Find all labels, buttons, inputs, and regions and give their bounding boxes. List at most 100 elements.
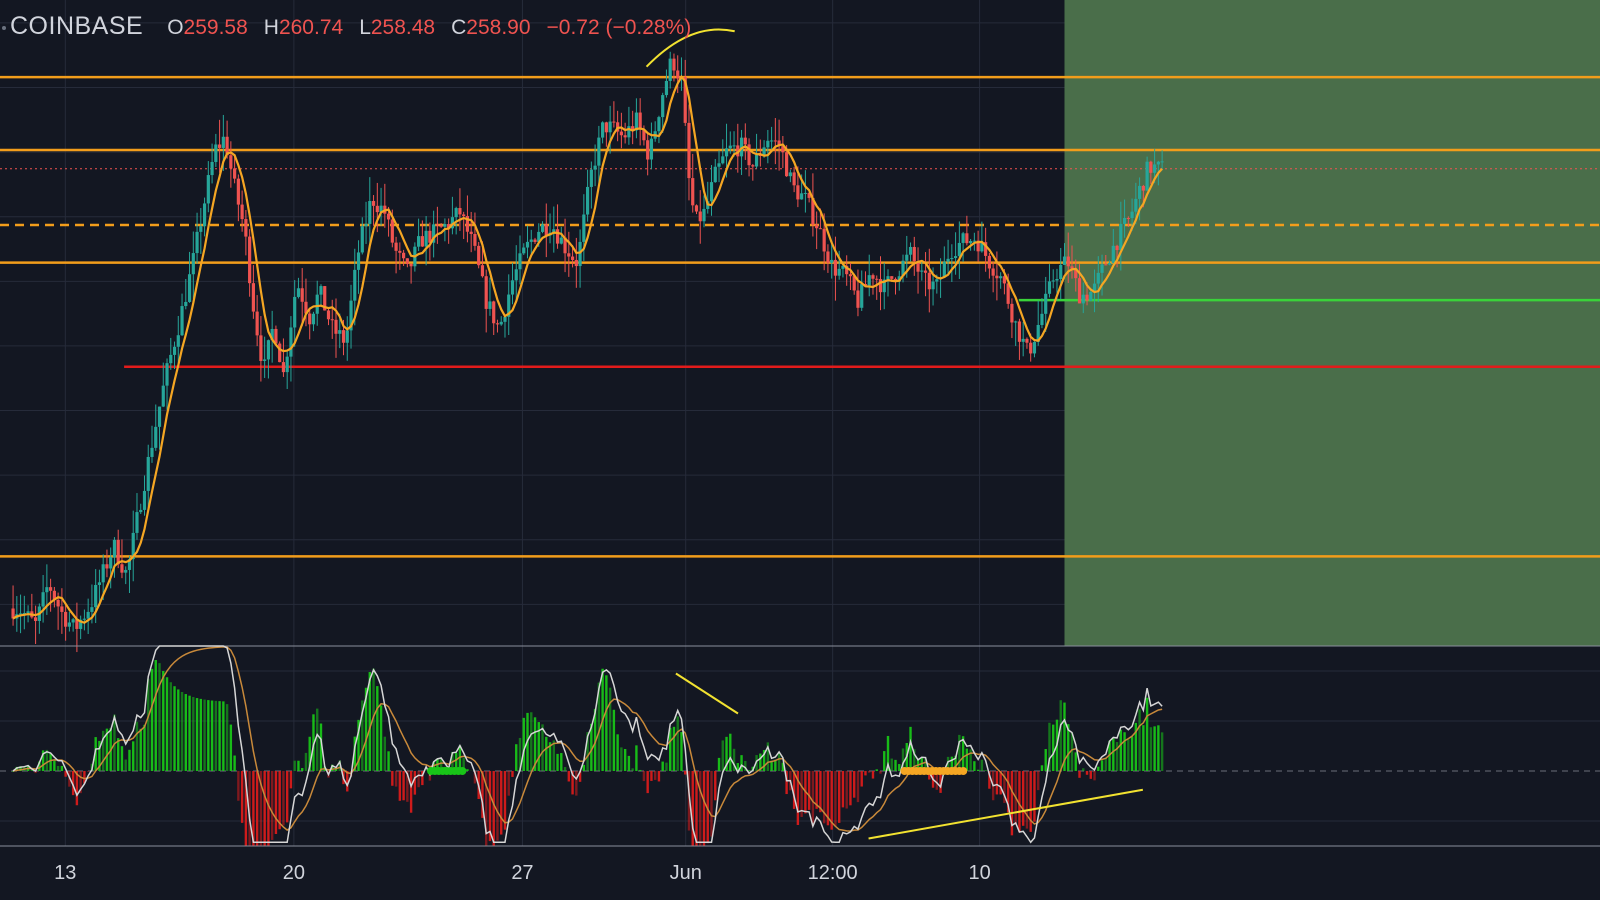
candle-body bbox=[589, 169, 593, 187]
osc-histogram-bar bbox=[1063, 702, 1066, 771]
candle-body bbox=[668, 58, 672, 81]
candle-body bbox=[172, 346, 177, 355]
candle-body bbox=[1066, 256, 1070, 267]
candle-body bbox=[833, 259, 838, 276]
candle-body bbox=[469, 231, 473, 234]
time-tick-label: Jun bbox=[670, 862, 702, 884]
candle-body bbox=[766, 140, 770, 148]
candle-body bbox=[90, 607, 94, 612]
candle-body bbox=[1130, 211, 1134, 219]
candle-body bbox=[507, 294, 511, 317]
candle-body bbox=[529, 239, 533, 242]
osc-histogram-bar bbox=[665, 762, 668, 771]
osc-histogram-bar bbox=[732, 748, 736, 771]
osc-histogram-bar bbox=[372, 668, 375, 771]
candle-body bbox=[863, 284, 868, 286]
candle-body bbox=[157, 406, 162, 427]
candle-body bbox=[743, 137, 747, 145]
osc-histogram-bar bbox=[695, 771, 698, 846]
candle-body bbox=[52, 590, 56, 600]
candle-body bbox=[537, 231, 541, 242]
candle-body bbox=[837, 268, 841, 276]
ma-line bbox=[12, 74, 1163, 624]
candle-body bbox=[484, 276, 488, 309]
time-tick-label: 12:00 bbox=[808, 862, 858, 884]
osc-histogram-bar bbox=[691, 771, 694, 846]
candle-body bbox=[435, 224, 439, 226]
osc-histogram-bar bbox=[60, 765, 64, 771]
osc-histogram-bar bbox=[620, 747, 623, 771]
candle-body bbox=[683, 77, 687, 123]
osc-histogram-bar bbox=[672, 726, 676, 771]
osc-histogram-bar bbox=[999, 771, 1002, 795]
candle-body bbox=[225, 136, 229, 156]
candle-body bbox=[691, 178, 695, 206]
symbol-name[interactable]: COINBASE bbox=[10, 12, 144, 40]
candle-body bbox=[56, 599, 60, 607]
osc-histogram-bar bbox=[830, 771, 833, 830]
osc-histogram-bar bbox=[278, 771, 281, 830]
candle-body bbox=[1100, 264, 1104, 273]
osc-histogram-bar bbox=[608, 687, 612, 771]
osc-histogram-bar bbox=[473, 771, 477, 784]
candle-body bbox=[1021, 338, 1025, 342]
candle-body bbox=[443, 224, 447, 227]
candle-body bbox=[428, 230, 432, 243]
osc-histogram-bar bbox=[1021, 771, 1025, 826]
osc-histogram-bar bbox=[15, 766, 19, 771]
osc-histogram-bar bbox=[409, 771, 413, 813]
annotations bbox=[645, 28, 735, 68]
moving-average bbox=[12, 74, 1163, 624]
candle-body bbox=[826, 251, 830, 263]
candle-body bbox=[180, 306, 184, 336]
osc-histogram-bar bbox=[1093, 771, 1096, 781]
osc-histogram-bar bbox=[950, 756, 954, 771]
osc-histogram-bar bbox=[995, 771, 999, 795]
osc-histogram-bar bbox=[657, 771, 661, 782]
candle-body bbox=[142, 490, 147, 510]
osc-histogram-bar bbox=[729, 733, 732, 771]
candle-body bbox=[578, 241, 582, 267]
osc-histogram-bar bbox=[1115, 742, 1119, 771]
candle-body bbox=[206, 175, 210, 204]
osc-histogram-bar bbox=[563, 767, 567, 771]
candle-body bbox=[871, 275, 875, 279]
osc-histogram-bar bbox=[113, 714, 116, 771]
osc-histogram-bar bbox=[75, 771, 79, 806]
osc-histogram-bar bbox=[402, 771, 405, 801]
candle-body bbox=[912, 246, 916, 262]
osc-histogram-bar bbox=[173, 686, 176, 771]
candle-body bbox=[379, 205, 383, 213]
candle-body bbox=[187, 274, 192, 302]
osc-histogram-bar bbox=[1149, 727, 1153, 771]
candle-body bbox=[638, 112, 642, 130]
osc-histogram-bar bbox=[807, 771, 811, 810]
candle-body bbox=[424, 230, 428, 247]
osc-histogram-bar bbox=[781, 762, 785, 771]
candle-body bbox=[1047, 281, 1052, 294]
candle-body bbox=[702, 208, 706, 222]
candle-body bbox=[875, 278, 879, 280]
osc-histogram-bar bbox=[64, 771, 67, 777]
osc-histogram-bar bbox=[244, 771, 248, 846]
osc-histogram-bar bbox=[582, 764, 586, 771]
osc-histogram-bar bbox=[1040, 765, 1044, 771]
osc-histogram-bar bbox=[1070, 732, 1074, 771]
candle-body bbox=[270, 328, 274, 341]
candle-body bbox=[901, 260, 905, 277]
osc-histogram-bar bbox=[398, 771, 402, 801]
candle-body bbox=[525, 241, 530, 248]
osc-histogram-bar bbox=[635, 745, 638, 771]
osc-histogram-bar bbox=[792, 771, 796, 809]
candle-body bbox=[510, 280, 515, 295]
osc-histogram-bar bbox=[233, 755, 236, 771]
candle-body bbox=[781, 146, 785, 153]
osc-histogram-bar bbox=[199, 698, 203, 771]
osc-histogram-bar bbox=[518, 737, 522, 771]
more-dots-icon[interactable] bbox=[2, 26, 6, 30]
osc-histogram-bar bbox=[188, 695, 191, 771]
candle-body bbox=[199, 226, 203, 232]
osc-histogram-bar bbox=[965, 748, 969, 771]
